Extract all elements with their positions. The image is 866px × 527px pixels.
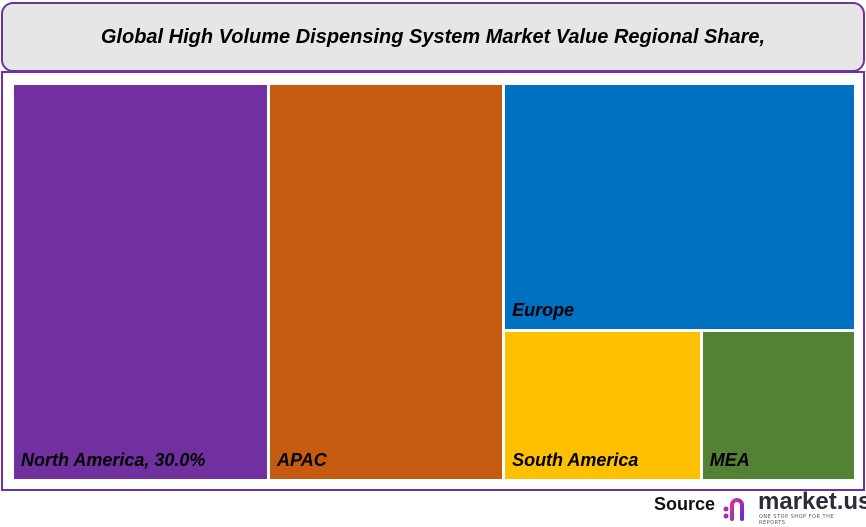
title-box: Global High Volume Dispensing System Mar… [1, 2, 865, 72]
treemap-label: APAC [277, 450, 327, 470]
treemap-cell-south-america: South America [505, 331, 700, 479]
source-label: Source [654, 494, 716, 514]
treemap-label: North America, 30.0% [21, 450, 206, 470]
treemap-label: MEA [709, 449, 750, 470]
treemap-cell-north-america: North America, 30.0% [14, 85, 268, 479]
treemap-label: South America [512, 449, 639, 470]
chart-area: North America, 30.0% APAC Europe South Amer… [1, 71, 865, 491]
chart-title: Global High Volume Dispensing System Mar… [100, 25, 766, 48]
logo-tagline: ONE STOP SHOP FOR THE REPORTS [759, 514, 835, 526]
market-us-logo: market.us ONE STOP SHOP FOR THE REPORTS [722, 488, 866, 526]
treemap-cell-apac: APAC [270, 85, 503, 479]
logo-icon [723, 495, 756, 521]
treemap: North America, 30.0% APAC Europe South Amer… [14, 85, 854, 479]
logo-text: market.us [758, 488, 866, 515]
treemap-cell-europe: Europe [505, 85, 854, 329]
treemap-cell-mea: MEA [702, 331, 854, 479]
treemap-label: Europe [512, 299, 575, 320]
